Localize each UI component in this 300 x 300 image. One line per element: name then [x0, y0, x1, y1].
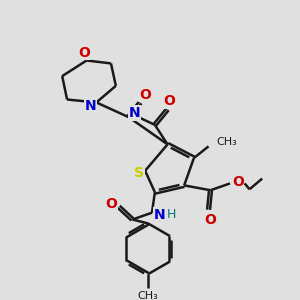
Text: CH₃: CH₃ [216, 137, 237, 147]
Text: O: O [205, 212, 216, 226]
Text: N: N [129, 106, 140, 120]
Text: O: O [79, 46, 91, 60]
Text: S: S [134, 166, 144, 180]
Text: CH₃: CH₃ [138, 291, 158, 300]
Text: N: N [85, 99, 96, 113]
Text: O: O [232, 176, 244, 189]
Text: N: N [154, 208, 166, 222]
Text: H: H [167, 208, 176, 221]
Text: O: O [105, 197, 117, 211]
Text: O: O [164, 94, 175, 109]
Text: O: O [139, 88, 151, 102]
